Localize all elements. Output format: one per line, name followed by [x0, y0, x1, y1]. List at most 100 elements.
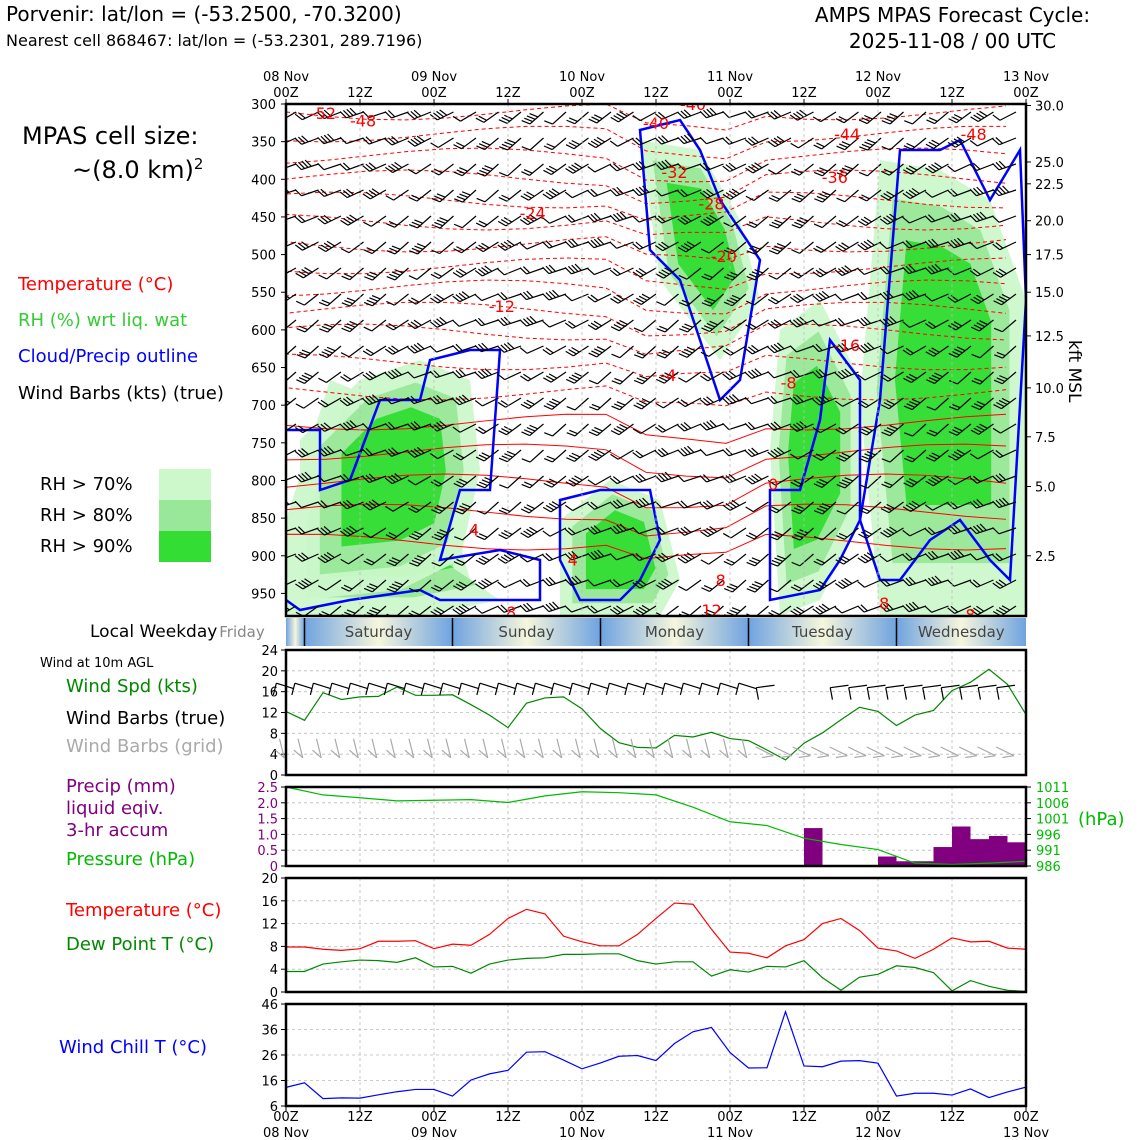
wind-barb-feather — [499, 146, 508, 151]
wind-barb — [812, 319, 837, 327]
wind-barb — [859, 137, 882, 151]
wind-barb-feather — [866, 239, 875, 246]
wind-barb-feather — [327, 133, 335, 141]
wind-barb-feather — [834, 318, 842, 327]
wind-barb — [384, 473, 409, 485]
wind-barb-feather — [970, 116, 979, 123]
wind-barbs-true-label: Wind Barbs (true) — [66, 708, 226, 729]
wind-barb-feather — [883, 192, 892, 199]
wind-speed-line — [285, 668, 1027, 761]
wind-barb-feather — [947, 141, 956, 148]
wind-barb-feather — [744, 111, 752, 119]
wind-barb-feather — [724, 588, 733, 593]
wind-barb-shaft — [286, 345, 297, 359]
wind-barb-feather — [951, 428, 960, 434]
bottom-time-day: 09 Nov — [411, 1126, 457, 1140]
wind-barb — [970, 605, 994, 616]
wind-barb — [609, 605, 634, 615]
grid-wind-barb — [293, 738, 304, 759]
profile-ytick-label: 750 — [251, 437, 276, 452]
wind-barb — [992, 449, 1017, 459]
wind-barb — [564, 263, 589, 275]
wind-barb-feather — [453, 171, 463, 177]
wind-barb-shaft — [368, 423, 387, 431]
wind-barb — [969, 162, 994, 172]
wind-barb-shaft — [481, 319, 499, 327]
wind-barb — [286, 604, 297, 616]
wind-barb-feather — [754, 162, 763, 169]
wind-barb — [926, 397, 949, 411]
grid-wind-barb-shaft — [903, 746, 922, 757]
wind-barb-feather — [349, 525, 358, 532]
wind-barb — [543, 475, 567, 488]
wind-barb-feather — [616, 499, 624, 507]
wind-barb-feather — [408, 275, 418, 280]
wind-barb-feather — [320, 448, 328, 456]
wind-barb-feather — [545, 375, 555, 381]
wind-barb — [384, 110, 409, 119]
wind-barb-feather — [924, 578, 932, 587]
wind-barb-shaft — [550, 189, 567, 200]
wind-barb-feather — [702, 422, 711, 430]
rh-shade-5-2 — [894, 240, 992, 505]
wind-barb-shaft — [571, 293, 589, 302]
profile-ytick-label: 350 — [251, 136, 276, 151]
wind-barb-feather — [821, 290, 830, 298]
wind-barb — [294, 135, 319, 145]
bottom-time-hour: 12Z — [791, 1110, 817, 1125]
wind-barb-feather — [474, 344, 482, 353]
wind-barb-shaft — [460, 111, 477, 122]
wind-barb-feather — [773, 448, 782, 456]
dewpoint-line — [286, 953, 1027, 993]
grid-wind-barb-shaft — [389, 738, 396, 758]
wind-barb-feather — [590, 239, 598, 247]
wind-barb-shaft — [819, 605, 837, 615]
wind-barb-feather — [301, 552, 309, 559]
wind-barb-feather — [658, 161, 666, 169]
wind-barb — [430, 267, 454, 280]
wind-barb-feather — [452, 319, 460, 327]
wind-barb-feather — [371, 394, 380, 402]
wind-barb-feather — [657, 136, 666, 144]
wind-barb-shaft — [775, 163, 792, 175]
wind-barb-feather — [722, 373, 731, 381]
wind-barb — [497, 371, 522, 381]
wind-barb-shaft — [954, 267, 972, 276]
wind-barb-feather — [484, 265, 493, 272]
wind-barb-feather — [481, 479, 491, 484]
surface-wind-barb-feather — [420, 682, 425, 696]
wind-barb-feather — [880, 508, 890, 514]
wind-barb-shaft — [639, 111, 657, 122]
wind-barb-feather — [365, 163, 374, 171]
wind-barb — [564, 501, 589, 512]
wind-barb-feather — [343, 374, 352, 380]
wind-barb-shaft — [527, 553, 544, 563]
wind-barb-feather — [926, 379, 935, 384]
grid-wind-barb-shaft — [408, 738, 415, 758]
wind-barb-shaft — [347, 215, 364, 226]
wind-barb-shaft — [595, 137, 612, 149]
wind-barb-feather — [864, 453, 873, 458]
wind-barb-feather — [680, 189, 688, 196]
wind-barb-shaft — [731, 319, 747, 332]
wind-barb-feather — [748, 221, 758, 226]
wind-barb-shaft — [844, 189, 859, 203]
wind-barb-shaft — [526, 267, 544, 275]
precip-bar — [878, 856, 897, 866]
wind-barb-feather — [834, 345, 842, 353]
wind-barb-feather — [391, 447, 399, 455]
panel-ytick-label: 26 — [261, 1049, 278, 1064]
wind-barb-feather — [771, 247, 781, 253]
wind-barb — [317, 474, 342, 483]
wind-barb-feather — [886, 115, 896, 120]
wind-barb-feather — [409, 250, 418, 255]
wind-barb-feather — [454, 536, 463, 541]
wind-barb-feather — [749, 559, 758, 565]
wind-barb — [452, 343, 477, 353]
wind-barb-feather — [722, 504, 731, 511]
wind-barb-feather — [902, 529, 911, 537]
wind-barb — [519, 290, 544, 301]
surface-wind-barb-shaft — [885, 684, 905, 689]
wind-barb — [566, 449, 589, 462]
